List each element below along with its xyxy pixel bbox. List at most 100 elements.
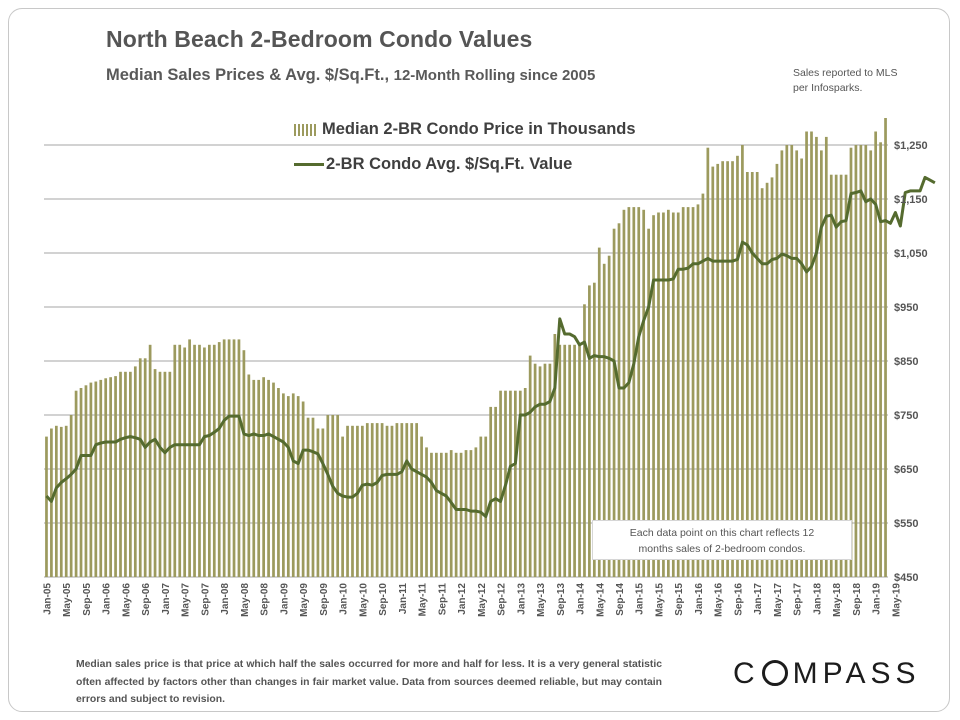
y-tick-label: $1,250 — [894, 140, 928, 152]
x-tick-label: Sep-06 — [141, 583, 152, 616]
x-tick-label: Sep-13 — [556, 583, 567, 616]
price-bar — [114, 376, 117, 577]
price-bar — [375, 423, 379, 577]
x-tick-label: May-12 — [477, 583, 488, 617]
chart-subtitle: Median Sales Prices & Avg. $/Sq.Ft., 12-… — [106, 66, 595, 85]
price-bar — [286, 396, 290, 577]
price-bar — [528, 355, 532, 577]
price-bar — [415, 423, 419, 577]
x-tick-label: Jan-09 — [279, 583, 290, 615]
price-bar — [785, 145, 789, 577]
price-bar — [188, 339, 191, 577]
price-bar — [168, 371, 172, 577]
x-tick-label: Jan-10 — [339, 583, 350, 615]
price-bar — [262, 377, 265, 577]
price-bar — [119, 371, 122, 577]
price-bar — [257, 379, 261, 577]
price-bar — [884, 118, 887, 577]
price-bar — [138, 358, 142, 577]
price-bar — [671, 212, 675, 577]
price-bar — [681, 207, 685, 577]
price-bar — [311, 417, 315, 577]
price-bar — [405, 423, 409, 577]
subtitle-tail: 12-Month Rolling since 2005 — [393, 67, 596, 84]
price-bar — [647, 228, 650, 577]
price-bar — [193, 344, 196, 577]
price-bar — [479, 436, 483, 577]
price-bar — [548, 363, 552, 577]
price-bar — [420, 436, 423, 577]
subtitle-main: Median Sales Prices & Avg. $/Sq.Ft., — [106, 66, 394, 84]
price-bar — [84, 385, 88, 577]
price-bar — [509, 390, 512, 577]
x-tick-label: May-19 — [891, 583, 902, 617]
price-bar — [874, 131, 878, 577]
price-bar — [212, 344, 216, 577]
price-per-sqft-line — [45, 175, 936, 519]
x-tick-label: Sep-16 — [733, 583, 744, 616]
price-bar — [326, 415, 330, 577]
price-bar — [592, 282, 596, 577]
price-bar — [242, 350, 246, 577]
price-bar — [99, 379, 103, 577]
price-bar — [760, 188, 764, 577]
logo-text-right: MPASS — [792, 657, 921, 690]
price-bar — [124, 371, 127, 577]
price-bar — [745, 172, 749, 577]
price-bar — [153, 369, 157, 577]
price-bar — [148, 344, 152, 577]
x-tick-label: Jan-19 — [872, 583, 883, 615]
y-axis-ticks: $450 $550 $650 $750 $850 $950 $1,050 $1,150 $1,2… — [894, 140, 928, 584]
x-tick-label: May-07 — [181, 583, 192, 617]
price-bar — [820, 150, 823, 577]
price-bar — [612, 228, 616, 577]
price-bar — [217, 342, 221, 577]
price-bar — [163, 371, 167, 577]
x-tick-label: Sep-11 — [437, 583, 448, 616]
price-bar — [360, 425, 364, 577]
price-bar — [301, 401, 305, 577]
price-bar — [89, 382, 93, 577]
price-bar — [711, 166, 715, 577]
price-bar — [296, 396, 300, 577]
logo-ring — [761, 660, 788, 686]
x-tick-label: Sep-14 — [615, 583, 626, 616]
price-bar — [356, 425, 359, 577]
x-tick-label: May-15 — [654, 583, 665, 617]
price-bar — [104, 378, 108, 577]
source-line-2: per Infosparks. — [793, 82, 863, 94]
y-tick-label: $1,150 — [894, 194, 928, 206]
price-bar — [543, 363, 547, 577]
price-bar — [321, 428, 325, 577]
price-bar — [69, 415, 73, 577]
x-tick-label: May-14 — [595, 583, 606, 617]
price-bar — [642, 209, 646, 578]
price-bar — [54, 425, 58, 577]
footnote: Median sales price is that price at whic… — [76, 659, 662, 705]
price-bar — [667, 209, 670, 578]
bar-series — [45, 118, 887, 578]
price-bar — [770, 177, 774, 577]
price-bar — [390, 425, 394, 577]
price-bar — [484, 436, 488, 577]
price-bar — [346, 425, 349, 577]
source-note: Sales reported to MLS per Infosparks. — [793, 66, 933, 96]
price-bar — [129, 371, 132, 577]
price-bar — [395, 423, 399, 577]
price-bar — [622, 209, 626, 578]
price-bar — [721, 161, 725, 577]
price-bar — [652, 215, 655, 577]
price-bar — [306, 417, 310, 577]
price-bar — [494, 406, 497, 577]
price-bar — [370, 423, 374, 577]
x-tick-label: Jan-05 — [42, 583, 53, 615]
price-bar — [815, 136, 818, 577]
price-bar — [518, 390, 522, 577]
compass-logo: C MPASS — [733, 657, 920, 691]
price-bar — [94, 381, 98, 577]
x-tick-label: Jan-12 — [457, 583, 468, 615]
price-bar — [662, 212, 665, 577]
x-tick-label: Jan-06 — [102, 583, 113, 615]
price-bar — [444, 452, 448, 577]
x-tick-label: Sep-12 — [497, 583, 508, 616]
